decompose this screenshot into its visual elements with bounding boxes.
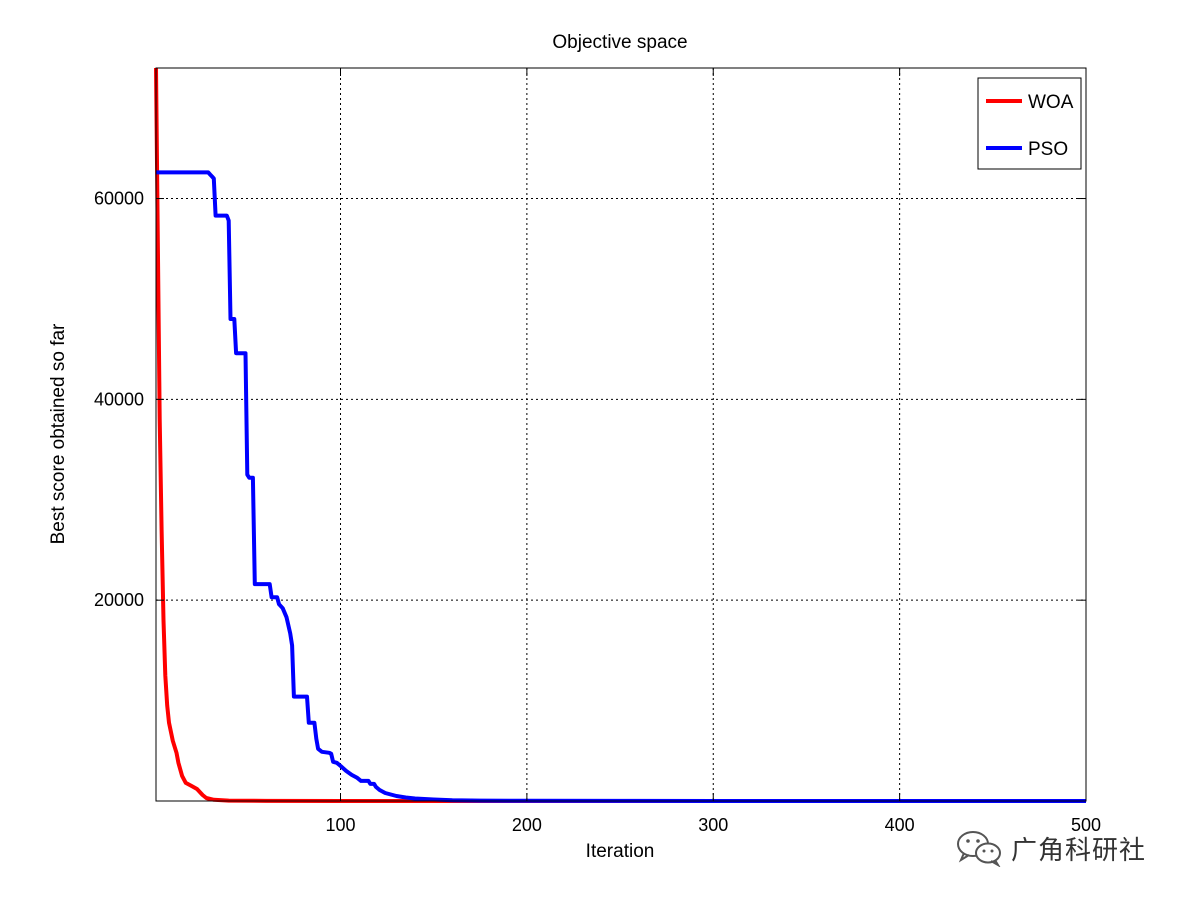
y-tick-label: 60000 xyxy=(94,189,144,209)
x-tick-label: 100 xyxy=(325,815,355,835)
legend-label-woa: WOA xyxy=(1028,92,1074,113)
tick-labels: 100 200 300 400 500 20000 40000 60000 xyxy=(94,189,1101,835)
watermark: 广角科研社 xyxy=(955,828,1175,868)
watermark-text: 广角科研社 xyxy=(1011,835,1147,866)
tick-marks xyxy=(156,68,1087,801)
wechat-icon xyxy=(957,831,1001,867)
y-tick-label: 20000 xyxy=(94,590,144,610)
series-line-pso xyxy=(156,170,1086,803)
x-tick-label: 400 xyxy=(885,815,915,835)
legend: WOA PSO xyxy=(977,77,1082,170)
y-axis-title: Best score obtained so far xyxy=(48,323,69,544)
y-tick-label: 40000 xyxy=(94,389,144,409)
legend-box xyxy=(977,77,1082,170)
x-tick-label: 500 xyxy=(1071,815,1101,835)
x-tick-label: 300 xyxy=(698,815,728,835)
chart-title: Objective space xyxy=(552,32,687,53)
plot-frame xyxy=(155,67,1087,802)
x-axis-title: Iteration xyxy=(586,841,655,862)
legend-label-pso: PSO xyxy=(1028,139,1068,160)
x-tick-label: 200 xyxy=(512,815,542,835)
